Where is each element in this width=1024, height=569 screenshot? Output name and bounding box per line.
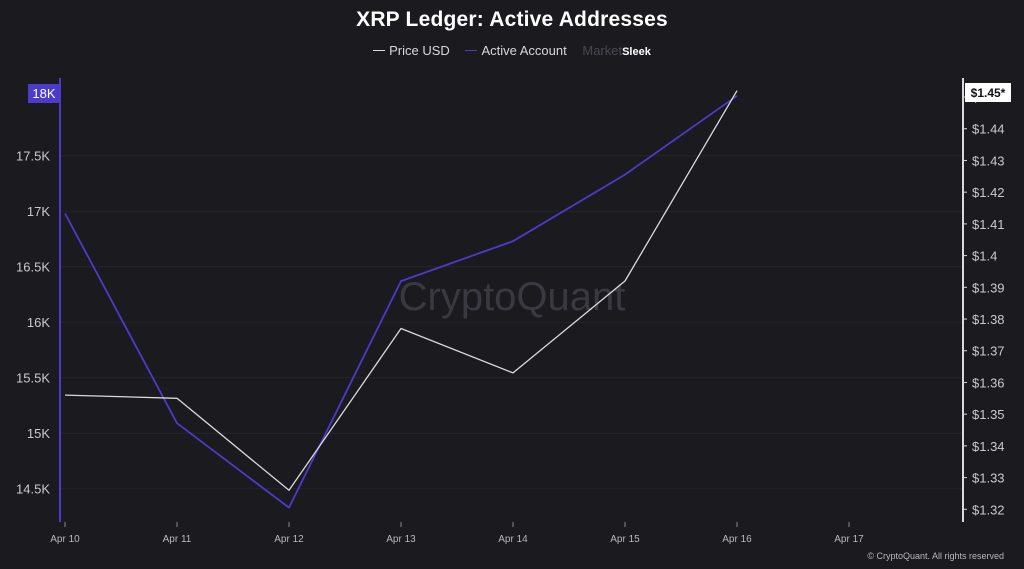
right-tick-label: $1.41 — [972, 217, 1005, 232]
right-axis-ticks: $1.32 $1.33 $1.34 $1.35 $1.36 $1.37 $1.38 $1.39… — [963, 90, 1005, 517]
right-tick-label: $1.34 — [972, 439, 1005, 454]
right-tick-label: $1.39 — [972, 280, 1005, 295]
left-axis-ticks: 14.5K 15K 15.5K 16K 16.5K 17K 17.5K — [16, 149, 50, 497]
price-usd-line — [64, 90, 738, 491]
x-tick-label: Apr 12 — [274, 534, 304, 545]
right-tick-label: $1.37 — [972, 344, 1005, 359]
right-tick-label: $1.38 — [972, 312, 1005, 327]
current-value-badges: 18K $1.45* — [28, 83, 1011, 103]
right-current-badge: $1.45* — [965, 83, 1011, 102]
legend-active-swatch — [465, 50, 478, 52]
x-tick-label: Apr 15 — [610, 534, 640, 545]
chart-title: XRP Ledger: Active Addresses — [356, 8, 668, 31]
x-axis-ticks: Apr 10 Apr 11 Apr 12 Apr 13 Apr 14 Apr 15 Apr … — [50, 522, 864, 545]
left-tick-label: 17.5K — [16, 149, 50, 164]
legend-market-label: Market — [582, 43, 623, 58]
left-tick-label: 15.5K — [16, 371, 50, 386]
right-tick-label: $1.43 — [972, 153, 1005, 168]
right-tick-label: $1.44 — [972, 122, 1005, 137]
legend-item-active[interactable]: Active Account — [465, 43, 567, 58]
x-tick-label: Apr 16 — [722, 534, 752, 545]
right-current-badge-bg — [965, 83, 1011, 102]
right-tick-label: $1.35 — [972, 407, 1005, 422]
x-tick-label: Apr 13 — [386, 534, 416, 545]
x-tick-label: Apr 14 — [498, 534, 528, 545]
legend-sleek-label: Sleek — [622, 46, 651, 58]
series-lines — [64, 90, 738, 509]
legend-price-swatch — [373, 50, 386, 52]
left-current-badge: 18K — [28, 84, 60, 103]
x-tick-label: Apr 10 — [50, 534, 80, 545]
x-tick-label: Apr 17 — [834, 534, 864, 545]
legend-active-label: Active Account — [481, 43, 567, 58]
left-tick-label: 15K — [27, 426, 50, 441]
legend-price-label: Price USD — [389, 43, 450, 58]
chart-legend: Price USD Active Account MarketSleek — [0, 43, 1024, 58]
right-tick-label: $1.4 — [972, 249, 997, 264]
copyright-footer: © CryptoQuant. All rights reserved — [867, 551, 1004, 561]
left-current-badge-label: 18K — [32, 86, 55, 101]
left-tick-label: 14.5K — [16, 482, 50, 497]
right-tick-label: $1.32 — [972, 502, 1005, 517]
x-tick-label: Apr 11 — [163, 534, 192, 545]
active-account-line — [64, 95, 738, 509]
gridlines — [60, 155, 963, 490]
right-tick-label: $1.36 — [972, 375, 1005, 390]
left-tick-label: 16.5K — [16, 260, 50, 275]
watermark: CryptoQuant — [399, 275, 626, 319]
right-tick-label: $1.33 — [972, 471, 1005, 486]
left-tick-label: 16K — [27, 315, 50, 330]
legend-item-price[interactable]: Price USD — [373, 43, 450, 58]
legend-item-market-sleek[interactable]: MarketSleek — [582, 43, 650, 58]
right-current-badge-label: $1.45* — [971, 86, 1006, 100]
right-tick-label: $1.42 — [972, 185, 1005, 200]
left-current-badge-bg — [28, 84, 60, 103]
left-tick-label: 17K — [27, 204, 50, 219]
